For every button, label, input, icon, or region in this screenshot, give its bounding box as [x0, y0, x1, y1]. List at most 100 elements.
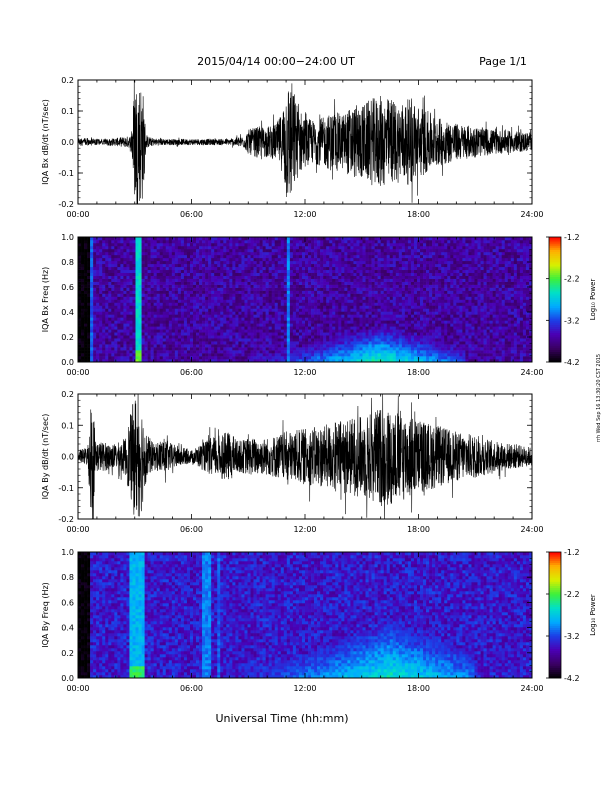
spectrogram-cell — [368, 296, 372, 300]
spectrogram-cell — [177, 275, 182, 279]
spectrogram-cell — [323, 350, 327, 354]
spectrogram-cell — [320, 257, 324, 262]
spectrogram-cell — [353, 329, 357, 333]
spectrogram-cell — [117, 353, 121, 357]
spectrogram-cell — [193, 269, 197, 274]
spectrogram-cell — [298, 269, 303, 274]
spectrogram-cell — [377, 281, 381, 285]
spectrogram-cell — [371, 239, 375, 244]
spectrogram-cell — [335, 344, 339, 348]
spectrogram-cell — [196, 281, 200, 285]
spectrogram-cell — [326, 260, 330, 265]
spectrogram-cell — [274, 254, 279, 259]
spectrogram-cell — [368, 260, 372, 265]
x-tick-label: 00:00 — [66, 210, 89, 219]
spectrogram-cell — [202, 275, 206, 279]
spectrogram-cell — [359, 263, 363, 268]
spectrogram-cell — [189, 287, 194, 291]
spectrogram-cell — [226, 281, 230, 285]
spectrogram-cell — [196, 344, 200, 348]
spectrogram-cell — [298, 245, 303, 250]
spectrogram-cell — [420, 269, 424, 274]
spectrogram-cell — [171, 329, 176, 333]
spectrogram-cell — [359, 281, 363, 285]
spectrogram-cell — [186, 281, 191, 285]
spectrogram-cell — [189, 278, 194, 282]
spectrogram-cell — [235, 332, 239, 336]
spectrogram-cell — [256, 320, 260, 324]
spectrogram-cell — [268, 344, 273, 348]
spectrogram-cell — [87, 353, 91, 357]
spectrogram-cell — [410, 287, 415, 291]
spectrogram-cell — [220, 350, 224, 354]
spectrogram-cell — [147, 314, 151, 318]
spectrogram-cell — [292, 278, 297, 282]
spectrogram-cell — [193, 272, 197, 276]
spectrogram-cell — [138, 242, 142, 247]
spectrogram-cell — [368, 284, 372, 288]
spectrogram-cell — [81, 320, 85, 324]
spectrogram-cell — [202, 272, 206, 276]
spectrogram-cell — [416, 329, 421, 333]
spectrogram-cell — [413, 284, 418, 288]
spectrogram-cell — [99, 314, 103, 318]
spectrogram-cell — [305, 302, 309, 306]
spectrogram-cell — [135, 296, 139, 300]
spectrogram-cell — [305, 359, 309, 363]
spectrogram-cell — [126, 335, 130, 339]
spectrogram-cell — [205, 237, 209, 241]
spectrogram-cell — [138, 350, 142, 354]
spectrogram-cell — [102, 317, 106, 321]
spectrogram-cell — [156, 320, 161, 324]
spectrogram-cell — [362, 251, 366, 256]
spectrogram-cell — [374, 263, 378, 268]
spectrogram-cell — [298, 347, 303, 351]
spectrogram-cell — [93, 299, 97, 303]
spectrogram-cell — [150, 314, 154, 318]
spectrogram-cell — [292, 332, 297, 336]
spectrogram-cell — [292, 326, 297, 330]
spectrogram-cell — [298, 257, 303, 262]
spectrogram-cell — [105, 248, 109, 253]
spectrogram-cell — [317, 350, 321, 354]
spectrogram-cell — [144, 305, 148, 309]
spectrogram-cell — [265, 239, 269, 244]
spectrogram-cell — [286, 284, 291, 288]
spectrogram-cell — [317, 284, 321, 288]
spectrogram-cell — [129, 287, 133, 291]
spectrogram-cell — [147, 281, 151, 285]
spectrogram-cell — [129, 332, 133, 336]
spectrogram-cell — [81, 278, 85, 282]
spectrogram-cell — [395, 344, 400, 348]
spectrogram-cell — [153, 248, 157, 253]
spectrogram-cell — [147, 293, 151, 297]
spectrogram-cell — [350, 341, 354, 345]
spectrogram-cell — [356, 326, 360, 330]
spectrogram-cell — [286, 248, 291, 253]
spectrogram-cell — [301, 338, 306, 342]
spectrogram-cell — [338, 281, 342, 285]
spectrogram-cell — [407, 338, 412, 342]
spectrogram-cell — [111, 359, 115, 363]
spectrogram-cell — [93, 269, 97, 274]
spectrogram-cell — [183, 308, 188, 312]
spectrogram-cell — [165, 251, 170, 256]
spectrogram-cell — [338, 317, 342, 321]
spectrogram-cell — [168, 359, 173, 363]
spectrogram-cell — [196, 353, 200, 357]
spectrogram-cell — [150, 237, 154, 241]
spectrogram-cell — [326, 248, 330, 253]
spectrogram-cell — [229, 299, 233, 303]
spectrogram-cell — [217, 287, 221, 291]
spectrogram-cell — [329, 356, 333, 360]
spectrogram-cell — [368, 281, 372, 285]
spectrogram-cell — [90, 299, 94, 303]
spectrogram-cell — [371, 281, 375, 285]
spectrogram-cell — [341, 320, 345, 324]
spectrogram-cell — [147, 251, 151, 256]
spectrogram-cell — [389, 335, 394, 339]
spectrogram-cell — [235, 287, 239, 291]
spectrogram-cell — [259, 359, 263, 363]
spectrogram-cell — [395, 332, 400, 336]
spectrogram-cell — [271, 293, 276, 297]
